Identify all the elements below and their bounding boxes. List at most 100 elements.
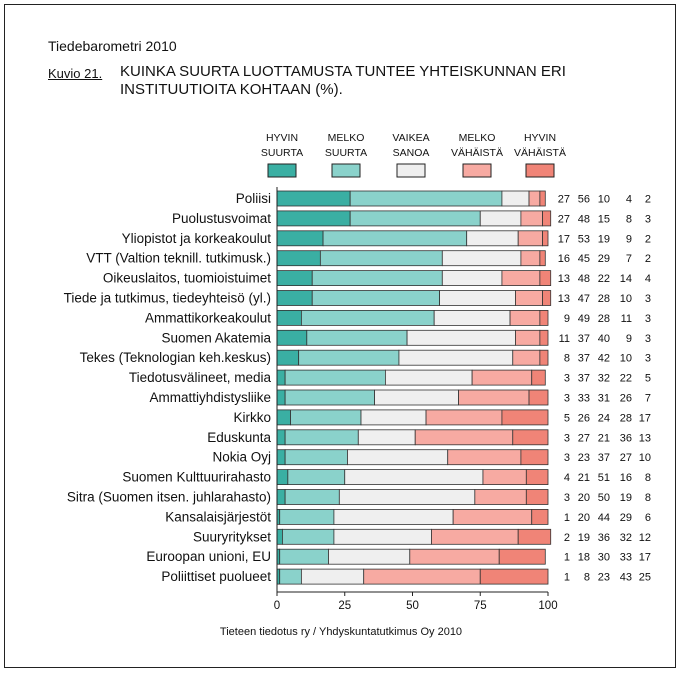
data-value: 10 [598, 194, 610, 206]
category-label: Tiede ja tutkimus, tiedeyhteisö (yl.) [64, 291, 271, 306]
legend-swatch-melko-v-h-ist- [462, 163, 492, 178]
bar-segment [276, 449, 286, 466]
data-value: 21 [578, 472, 590, 484]
data-value: 13 [639, 432, 651, 444]
bar-segment [279, 508, 335, 525]
bar-segment [542, 230, 549, 247]
category-label: Suomen Kulttuurirahasto [122, 470, 271, 485]
category-label: Euroopan unioni, EU [146, 549, 271, 564]
bar-segment [363, 568, 481, 585]
data-value: 16 [558, 253, 570, 265]
data-value: 12 [639, 532, 651, 544]
x-tick-label: 75 [474, 600, 487, 612]
data-value: 3 [564, 373, 570, 385]
bar-segment [276, 210, 351, 227]
data-value: 29 [620, 512, 632, 524]
data-value: 7 [626, 253, 632, 265]
bar-segment [349, 210, 481, 227]
data-value: 53 [578, 233, 590, 245]
bar-segment [276, 309, 302, 326]
data-value: 9 [626, 333, 632, 345]
data-value: 8 [645, 492, 651, 504]
category-label: Nokia Oyj [212, 450, 271, 465]
x-tick-label: 100 [538, 600, 557, 612]
bar-segment [284, 449, 348, 466]
category-label: Oikeuslaitos, tuomioistuimet [103, 271, 271, 286]
data-value: 28 [620, 412, 632, 424]
bar-segment [333, 528, 432, 545]
data-value: 13 [558, 293, 570, 305]
bar-segment [482, 469, 527, 486]
x-tick-label: 50 [406, 600, 419, 612]
bar-segment [520, 250, 541, 267]
data-value: 32 [598, 373, 610, 385]
category-label: Sitra (Suomen itsen. juhlarahasto) [67, 490, 271, 505]
data-value: 27 [620, 452, 632, 464]
bar-segment [322, 230, 468, 247]
bar-segment [276, 409, 291, 426]
bar-segment [398, 349, 514, 366]
data-value: 3 [564, 393, 570, 405]
data-value: 33 [620, 552, 632, 564]
legend-label-melko-v-h-ist--line1: MELKO [459, 132, 496, 144]
data-value: 13 [558, 273, 570, 285]
bar-segment [276, 389, 286, 406]
bar-segment [531, 369, 546, 386]
bar-segment [458, 389, 530, 406]
legend-label-vaikea-sanoa-line1: VAIKEA [392, 132, 429, 144]
bar-segment [276, 528, 283, 545]
data-value: 43 [620, 572, 632, 584]
data-value: 3 [645, 313, 651, 325]
bar-segment [520, 449, 549, 466]
bar-segment [290, 409, 362, 426]
data-value: 37 [578, 373, 590, 385]
data-value: 3 [564, 492, 570, 504]
legend: HYVIN SUURTA MELKO SUURTA VAIKEA SANOA MELKO VÄ… [261, 132, 566, 178]
data-value: 3 [564, 452, 570, 464]
bar-segment [333, 508, 454, 525]
data-value: 36 [620, 432, 632, 444]
data-value: 4 [626, 194, 632, 206]
bar-segment [284, 489, 340, 505]
bar-segment [528, 389, 549, 406]
data-value: 2 [645, 194, 651, 206]
data-value: 3 [564, 432, 570, 444]
bar-segment [512, 429, 549, 446]
category-label: Kirkko [233, 410, 271, 425]
data-value: 5 [645, 373, 651, 385]
data-value: 33 [578, 393, 590, 405]
category-label: Suomen Akatemia [161, 330, 271, 345]
bar-segment [501, 270, 541, 287]
data-value: 10 [620, 293, 632, 305]
bar-segment [425, 409, 503, 426]
bar-segment [276, 190, 351, 207]
bar-segment [501, 190, 530, 207]
legend-swatch-vaikea-sanoa [396, 163, 426, 178]
category-label: Eduskunta [207, 430, 271, 445]
bar-segment [357, 429, 416, 446]
legend-label-vaikea-sanoa-line2: SANOA [393, 147, 430, 159]
data-value: 3 [645, 333, 651, 345]
bar-segment [276, 329, 308, 346]
category-label: Ammattiyhdistysliike [149, 390, 271, 405]
data-value: 37 [578, 353, 590, 365]
bar-segment [311, 270, 443, 287]
data-value: 48 [578, 273, 590, 285]
legend-label-hyvin-v-h-ist--line2: VÄHÄISTÄ [514, 147, 566, 159]
bar-segment [452, 508, 533, 525]
bar-segment [479, 568, 549, 585]
bar-segment [384, 369, 473, 386]
data-value: 1 [564, 552, 570, 564]
category-label: Puolustusvoimat [172, 211, 271, 226]
data-value: 49 [578, 313, 590, 325]
bar-segment [276, 270, 313, 287]
data-value: 25 [639, 572, 651, 584]
legend-label-hyvin-suurta-line1: HYVIN [266, 132, 298, 144]
data-value: 10 [639, 452, 651, 464]
bar-segment [525, 469, 549, 486]
bar-segment [276, 369, 286, 386]
bar-segment [466, 230, 519, 247]
bar-segment [515, 290, 543, 306]
bar-segment [539, 309, 549, 326]
bar-segment [284, 429, 359, 446]
